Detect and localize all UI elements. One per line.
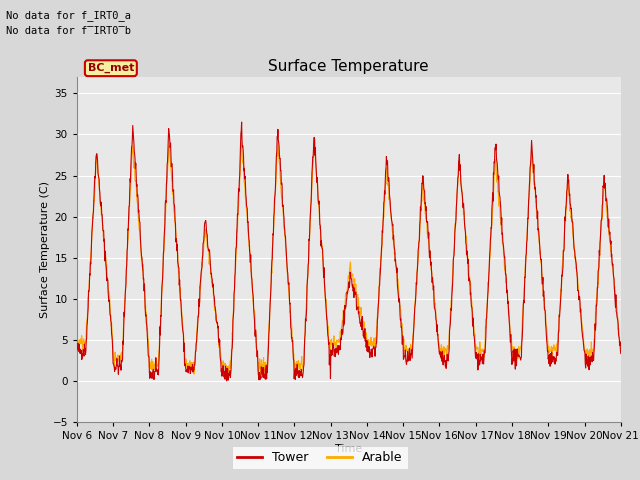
Title: Surface Temperature: Surface Temperature xyxy=(269,59,429,74)
Text: BC_met: BC_met xyxy=(88,63,134,73)
Text: No data for f_IRT0_a: No data for f_IRT0_a xyxy=(6,10,131,21)
X-axis label: Time: Time xyxy=(335,444,362,454)
Legend: Tower, Arable: Tower, Arable xyxy=(232,446,408,469)
Text: No data for f̅IRT0̅b: No data for f̅IRT0̅b xyxy=(6,26,131,36)
Y-axis label: Surface Temperature (C): Surface Temperature (C) xyxy=(40,181,50,318)
